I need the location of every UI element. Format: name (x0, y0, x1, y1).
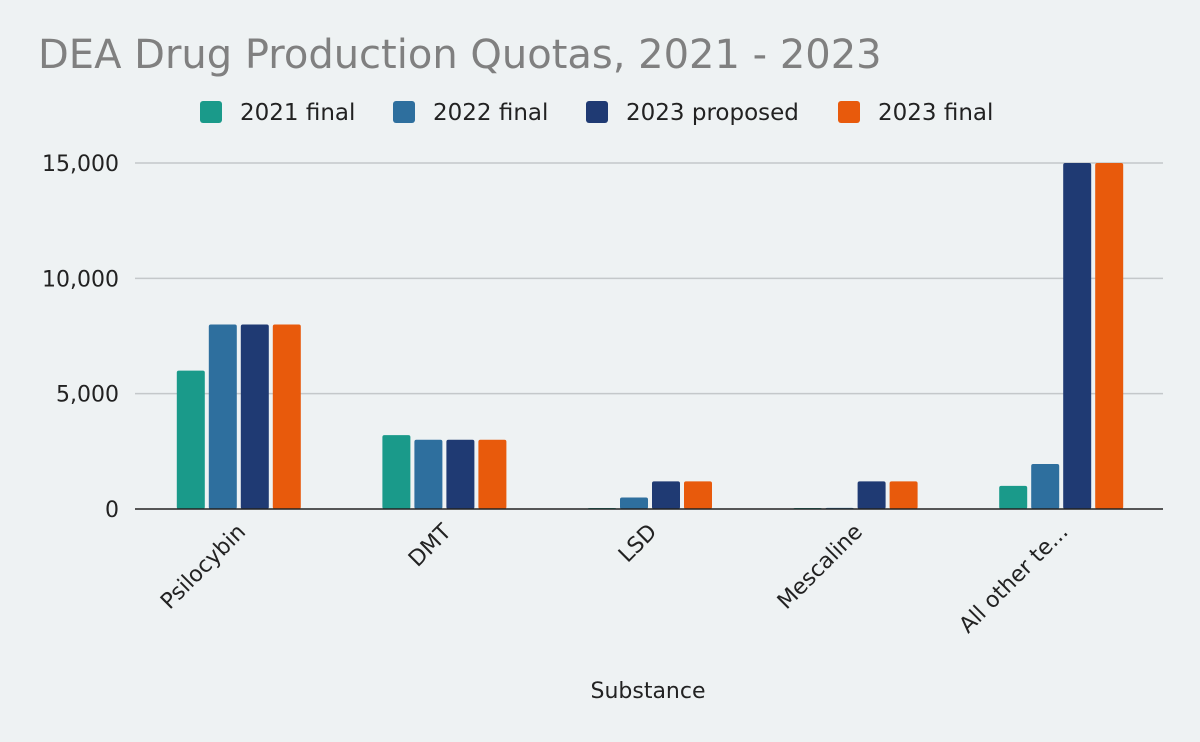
y-tick-label: 15,000 (42, 152, 119, 177)
legend-label: 2022 final (433, 100, 548, 126)
bar[interactable] (446, 439, 475, 509)
legend-swatch (200, 101, 222, 123)
y-tick-label: 0 (105, 498, 119, 523)
y-tick-label: 10,000 (42, 267, 119, 292)
bar[interactable] (999, 485, 1028, 509)
x-tick-label: Psilocybin (156, 520, 251, 615)
y-axis-ticks: 0 5,000 10,000 15,000 (42, 152, 119, 523)
bar[interactable] (414, 439, 443, 509)
bar[interactable] (240, 324, 269, 509)
legend-label: 2023 final (878, 100, 993, 126)
bar[interactable] (176, 370, 205, 509)
bar[interactable] (889, 481, 918, 509)
gridlines (135, 162, 1163, 395)
bar[interactable] (382, 435, 411, 509)
bar[interactable] (478, 439, 507, 509)
bar[interactable] (208, 324, 237, 509)
x-axis-ticks: Psilocybin DMT LSD Mescaline All other te... (156, 519, 1073, 638)
bar[interactable] (1031, 464, 1060, 509)
legend-label: 2021 final (240, 100, 355, 126)
legend-swatch (393, 101, 415, 123)
x-tick-label: Mescaline (773, 520, 868, 615)
x-axis-label: Substance (590, 679, 705, 704)
bar[interactable] (857, 481, 886, 509)
x-tick-label: LSD (614, 520, 662, 568)
chart-title: DEA Drug Production Quotas, 2021 - 2023 (38, 32, 882, 78)
legend-swatch (586, 101, 608, 123)
bars (176, 163, 1124, 509)
bar[interactable] (1095, 163, 1124, 509)
bar[interactable] (620, 497, 648, 509)
bar[interactable] (1063, 163, 1092, 509)
bar[interactable] (652, 481, 680, 509)
x-tick-label: All other te... (955, 520, 1074, 639)
x-tick-label: DMT (404, 519, 457, 572)
legend-label: 2023 proposed (626, 100, 799, 126)
bar[interactable] (272, 324, 301, 509)
legend: 2021 final 2022 final 2023 proposed 2023 fi… (200, 100, 993, 126)
y-tick-label: 5,000 (56, 383, 119, 408)
bar[interactable] (684, 481, 712, 509)
legend-swatch (838, 101, 860, 123)
